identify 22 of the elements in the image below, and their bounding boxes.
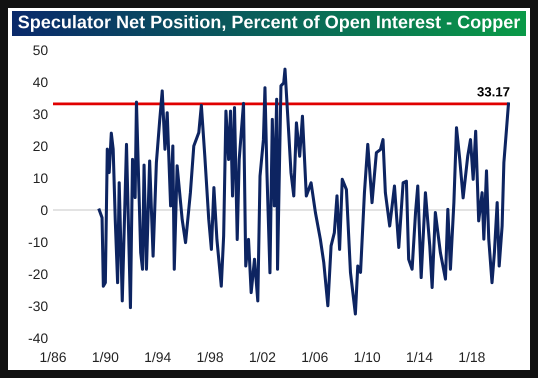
chart-title: Speculator Net Position, Percent of Open Interest - Copper <box>18 15 520 32</box>
ref-line-label: 33.17 <box>477 87 510 96</box>
x-tick-label: 1/94 <box>145 352 171 362</box>
x-tick-label: 1/06 <box>302 352 328 362</box>
y-tick-label: 40 <box>33 77 48 88</box>
x-tick-label: 1/98 <box>198 352 223 362</box>
y-tick-label: 20 <box>33 141 48 152</box>
x-tick-label: 1/18 <box>459 352 485 362</box>
x-tick-label: 1/90 <box>92 352 118 362</box>
y-tick-label: 0 <box>40 205 48 216</box>
y-tick-label: 10 <box>34 173 48 184</box>
x-tick-label: 1/14 <box>407 352 433 362</box>
y-tick-label: -30 <box>28 301 48 312</box>
y-tick-label: -40 <box>28 333 48 344</box>
y-tick-label: 30 <box>33 109 48 120</box>
y-tick-label: -20 <box>28 269 48 280</box>
x-tick-label: 1/86 <box>40 352 66 362</box>
y-tick-label: 50 <box>33 45 48 56</box>
x-tick-label: 1/02 <box>250 352 276 362</box>
y-tick-label: -10 <box>28 237 48 248</box>
x-tick-label: 1/10 <box>354 352 380 362</box>
line-series <box>98 68 510 316</box>
